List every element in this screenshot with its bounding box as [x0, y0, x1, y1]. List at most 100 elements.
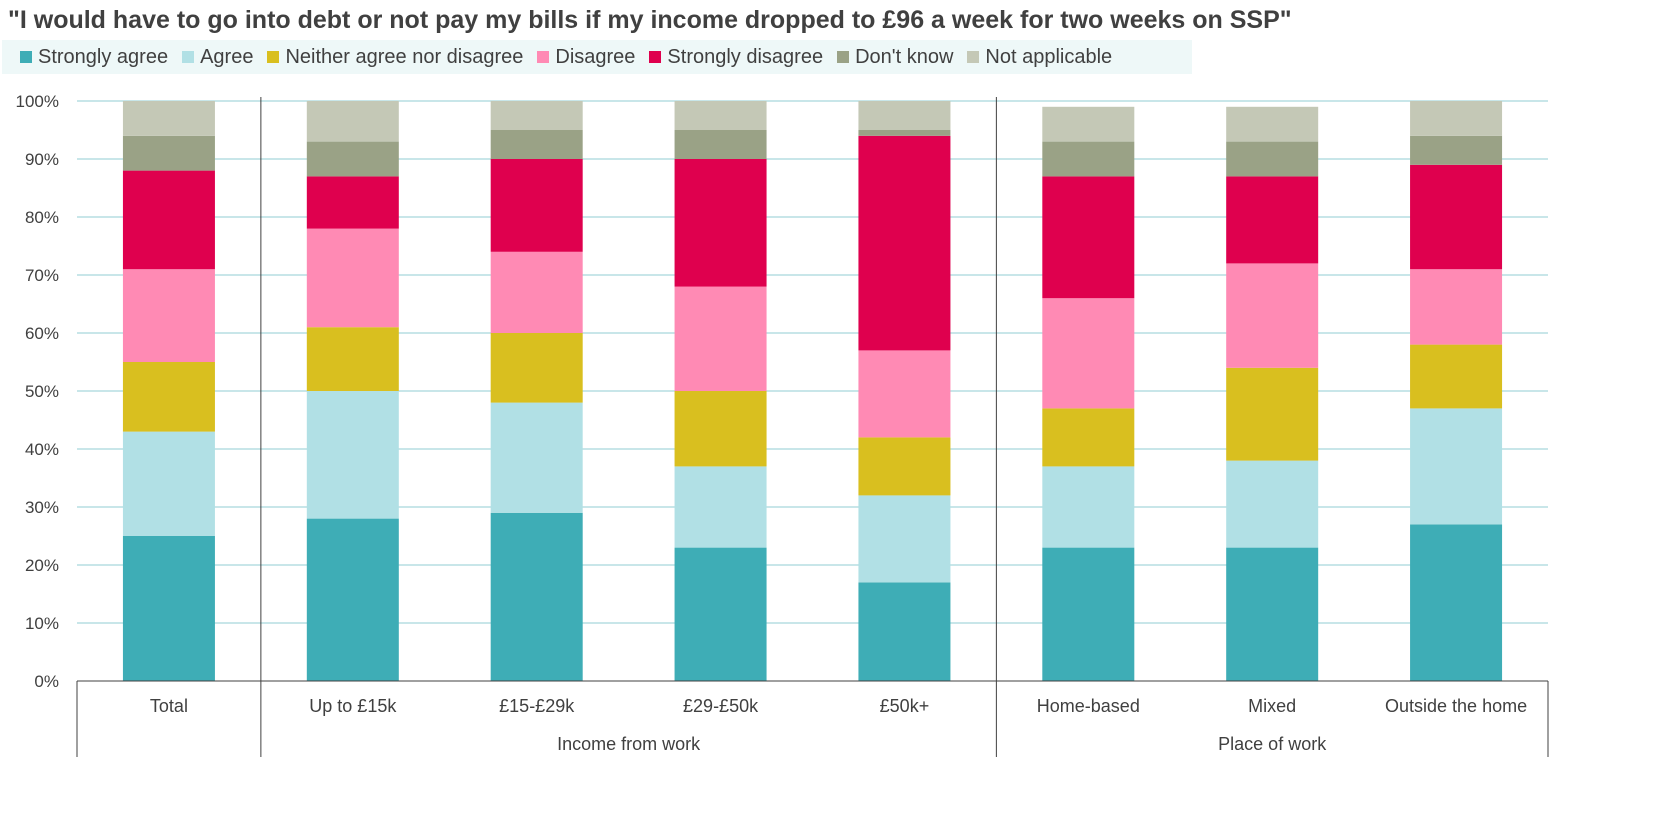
legend-label: Not applicable [985, 45, 1113, 68]
legend-swatch [837, 51, 850, 63]
bar-segment [122, 101, 215, 136]
bar-segment [674, 159, 767, 287]
bar-segment [1226, 263, 1319, 368]
legend-label: Disagree [555, 45, 636, 68]
x-tick-label: Up to £15k [309, 696, 397, 716]
x-tick-label: Home-based [1037, 696, 1140, 716]
y-tick-label: 60% [25, 324, 59, 343]
x-tick-label: Outside the home [1385, 696, 1527, 716]
legend-label: Agree [200, 45, 254, 68]
bar-segment [122, 135, 215, 171]
x-axis: Total Up to £15k £15-£29k £29-£50k £50k+ Home… [76, 97, 1549, 757]
x-tick-label: Total [150, 696, 188, 716]
legend-swatch [20, 51, 32, 63]
legend-label: Don't know [855, 45, 954, 68]
x-tick-label: £50k+ [880, 696, 930, 716]
bar-segment [1226, 176, 1319, 264]
bar-segment [674, 391, 767, 467]
bar-segment [674, 466, 767, 548]
bar-segment [1410, 135, 1503, 165]
legend-item: Not applicable [967, 46, 1112, 69]
gridlines [77, 100, 1548, 624]
y-tick-label: 50% [25, 382, 59, 401]
bar-segment [674, 286, 767, 391]
bar-segment [858, 582, 951, 681]
bar-segment [490, 159, 583, 252]
bar-segment [306, 176, 399, 229]
legend-label: Strongly disagree [667, 45, 824, 68]
legend-item: Don't know [837, 46, 953, 69]
legend-item: Disagree [537, 46, 635, 69]
bar-segment [1226, 141, 1319, 177]
bar-segment [306, 518, 399, 681]
bar-segment [306, 101, 399, 142]
y-tick-label: 90% [25, 150, 59, 169]
bar-segment [858, 437, 951, 496]
bar-segment [1042, 466, 1135, 548]
bar-segment [490, 130, 583, 159]
bar-segment [858, 101, 951, 130]
legend-swatch [267, 51, 280, 63]
x-tick-label: Mixed [1248, 696, 1296, 716]
bar-segment [1410, 344, 1503, 409]
legend-swatch [967, 51, 980, 63]
bar-segment [858, 130, 951, 136]
y-axis-ticks: 0% 10% 20% 30% 40% 50% 60% 70% 80% 90% 100% [16, 92, 59, 691]
legend-swatch [537, 51, 550, 63]
bar-segment [1410, 408, 1503, 525]
x-tick-label: £29-£50k [683, 696, 759, 716]
bar-segment [1042, 141, 1135, 177]
bar-segment [122, 170, 215, 270]
bar-segment [1410, 524, 1503, 681]
bar-segment [122, 269, 215, 362]
legend-item: Strongly disagree [649, 46, 823, 69]
bar-segment [1042, 547, 1135, 681]
legend-item: Neither agree nor disagree [267, 46, 523, 69]
y-tick-label: 20% [25, 556, 59, 575]
y-tick-label: 70% [25, 266, 59, 285]
bars [122, 101, 1503, 681]
legend-item: Agree [182, 46, 253, 69]
bar-segment [674, 101, 767, 130]
bar-segment [306, 327, 399, 391]
y-tick-label: 10% [25, 614, 59, 633]
chart-legend: Strongly agree Agree Neither agree nor dis… [2, 40, 1192, 74]
bar-segment [1410, 164, 1503, 270]
bar-segment [490, 333, 583, 403]
y-tick-label: 80% [25, 208, 59, 227]
bar-segment [674, 547, 767, 681]
group-label: Place of work [1218, 734, 1327, 754]
bar-segment [1042, 106, 1135, 142]
bar-segment [1226, 460, 1319, 548]
bar-segment [1226, 367, 1319, 461]
bar-segment [674, 130, 767, 159]
bar-segment [490, 101, 583, 130]
bar-segment [858, 350, 951, 438]
bar-segment [122, 431, 215, 536]
bar-segment [1042, 298, 1135, 409]
bar-segment [858, 495, 951, 583]
bar-segment [1042, 176, 1135, 299]
group-label: Income from work [557, 734, 701, 754]
chart-title: "I would have to go into debt or not pay… [8, 6, 1292, 34]
bar-segment [1410, 269, 1503, 345]
bar-segment [306, 228, 399, 328]
legend-swatch [182, 51, 195, 63]
y-tick-label: 30% [25, 498, 59, 517]
legend-item: Strongly agree [20, 46, 168, 69]
bar-segment [858, 135, 951, 351]
x-tick-label: £15-£29k [499, 696, 575, 716]
bar-segment [1042, 408, 1135, 467]
bar-segment [1410, 101, 1503, 136]
legend-label: Neither agree nor disagree [285, 45, 524, 68]
y-tick-label: 100% [16, 92, 59, 111]
legend-label: Strongly agree [38, 45, 169, 68]
bar-segment [122, 536, 215, 681]
bar-segment [306, 391, 399, 519]
bar-segment [490, 402, 583, 513]
y-tick-label: 40% [25, 440, 59, 459]
legend-swatch [649, 51, 662, 63]
bar-segment [1226, 106, 1319, 142]
bar-segment [306, 141, 399, 177]
